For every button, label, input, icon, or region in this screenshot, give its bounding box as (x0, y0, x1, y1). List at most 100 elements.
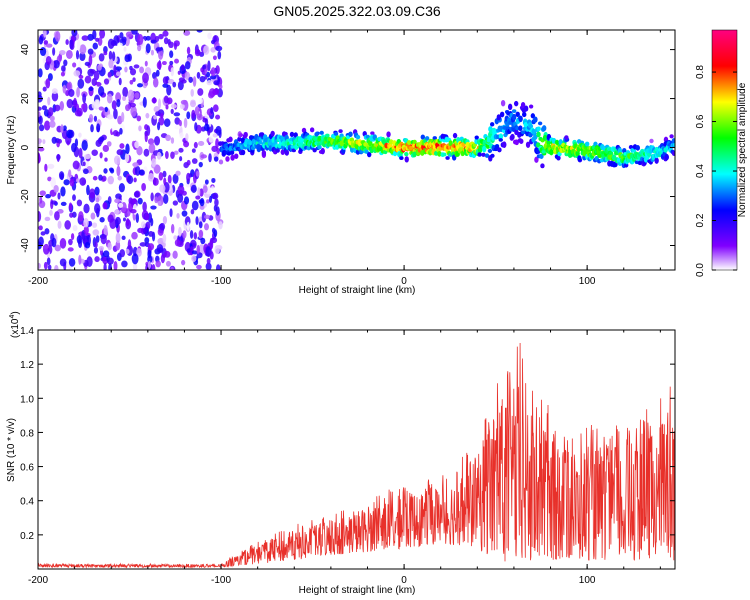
heatmap-cell (154, 196, 159, 204)
heatmap-cell (54, 244, 61, 252)
heatmap-cell (289, 131, 295, 138)
heatmap-cell (155, 47, 163, 52)
heatmap-cell (124, 152, 130, 163)
heatmap-cell (499, 111, 505, 118)
heatmap-cell (104, 106, 108, 113)
heatmap-cell (170, 108, 174, 114)
heatmap-cell (196, 264, 202, 270)
heatmap-cell (51, 237, 57, 248)
heatmap-cell (541, 125, 547, 132)
heatmap-cell (179, 156, 183, 162)
heatmap-cell (53, 184, 59, 193)
heatmap-cell (94, 186, 100, 196)
heatmap-cell (208, 135, 214, 143)
heatmap-cell (539, 153, 544, 159)
heatmap-cell (124, 97, 129, 107)
heatmap-cell (66, 82, 71, 90)
heatmap-cell (163, 118, 171, 127)
heatmap-cell (90, 124, 94, 133)
heatmap-cell (162, 233, 167, 244)
heatmap-cell (162, 170, 167, 178)
heatmap-cell (671, 139, 675, 143)
heatmap-cell (57, 220, 62, 229)
heatmap-cell (212, 88, 220, 96)
heatmap-cell (121, 260, 128, 268)
heatmap-cell (106, 93, 113, 104)
heatmap-cell (99, 30, 106, 39)
colorbar-frame (711, 29, 738, 271)
heatmap-cell (191, 158, 198, 164)
heatmap-cell (564, 135, 569, 140)
heatmap-cell (211, 145, 218, 152)
heatmap-cell (186, 172, 191, 182)
heatmap-cell (157, 98, 162, 109)
heatmap-cell (178, 119, 182, 127)
heatmap-cell (101, 175, 107, 182)
heatmap-cell (99, 152, 103, 159)
spectrogram-frame (37, 29, 676, 271)
heatmap-cell (525, 141, 531, 148)
heatmap-cell (41, 105, 48, 111)
heatmap-cell (95, 197, 100, 203)
heatmap-cell (198, 161, 203, 168)
heatmap-cell (173, 150, 179, 155)
heatmap-cell (210, 67, 216, 77)
heatmap-cell (139, 242, 147, 247)
heatmap-cell (175, 170, 181, 176)
heatmap-cell (102, 202, 108, 210)
heatmap-cell (94, 203, 101, 214)
spectrogram-y-ticks: -40 -20 0 20 40 (20, 44, 675, 253)
heatmap-cell (184, 61, 191, 70)
heatmap-cell (82, 168, 89, 175)
heatmap-cell (536, 131, 541, 138)
colorbar-tick-label: 0.2 (695, 213, 706, 227)
heatmap-cell (88, 86, 94, 91)
heatmap-cell (138, 125, 142, 132)
heatmap-cell (188, 76, 194, 83)
heatmap-cell (261, 150, 267, 156)
heatmap-cell (134, 141, 140, 149)
heatmap-cell (165, 260, 171, 267)
heatmap-cell (130, 105, 137, 117)
heatmap-cell (498, 133, 504, 140)
heatmap-cell (181, 79, 187, 84)
heatmap-cell (38, 111, 41, 118)
heatmap-cell (370, 131, 375, 136)
heatmap-cell (40, 231, 46, 236)
heatmap-cell (121, 111, 125, 123)
snr-frame (37, 329, 676, 570)
heatmap-cell (669, 134, 674, 139)
heatmap-cell (210, 106, 214, 114)
heatmap-cell (155, 260, 161, 268)
heatmap-cell (131, 231, 138, 240)
heatmap-cell (78, 147, 83, 159)
heatmap-cell (68, 202, 73, 211)
heatmap-cell (170, 223, 175, 234)
heatmap-cell (131, 253, 139, 265)
heatmap-cell (43, 30, 47, 38)
heatmap-cell (60, 124, 64, 134)
heatmap-cell (75, 50, 80, 60)
heatmap-cell (484, 153, 490, 158)
heatmap-cell (65, 49, 73, 59)
heatmap-cell (167, 78, 175, 85)
heatmap-cell (192, 76, 197, 87)
heatmap-cell (140, 221, 146, 229)
heatmap-cell (348, 131, 353, 137)
heatmap-cell (207, 32, 212, 40)
heatmap-cell (150, 192, 154, 202)
heatmap-cell (238, 133, 244, 138)
heatmap-cell (88, 114, 94, 123)
heatmap-cell (211, 227, 216, 234)
heatmap-cell (92, 175, 98, 181)
heatmap-cell (86, 250, 92, 257)
heatmap-cell (47, 176, 52, 182)
snr-x-tick-label: -200 (28, 575, 48, 586)
heatmap-cell (487, 148, 493, 153)
heatmap-cell (72, 194, 76, 201)
heatmap-cell (103, 51, 108, 56)
heatmap-cell (79, 177, 87, 186)
heatmap-cell (93, 247, 99, 254)
heatmap-cell (206, 199, 210, 204)
